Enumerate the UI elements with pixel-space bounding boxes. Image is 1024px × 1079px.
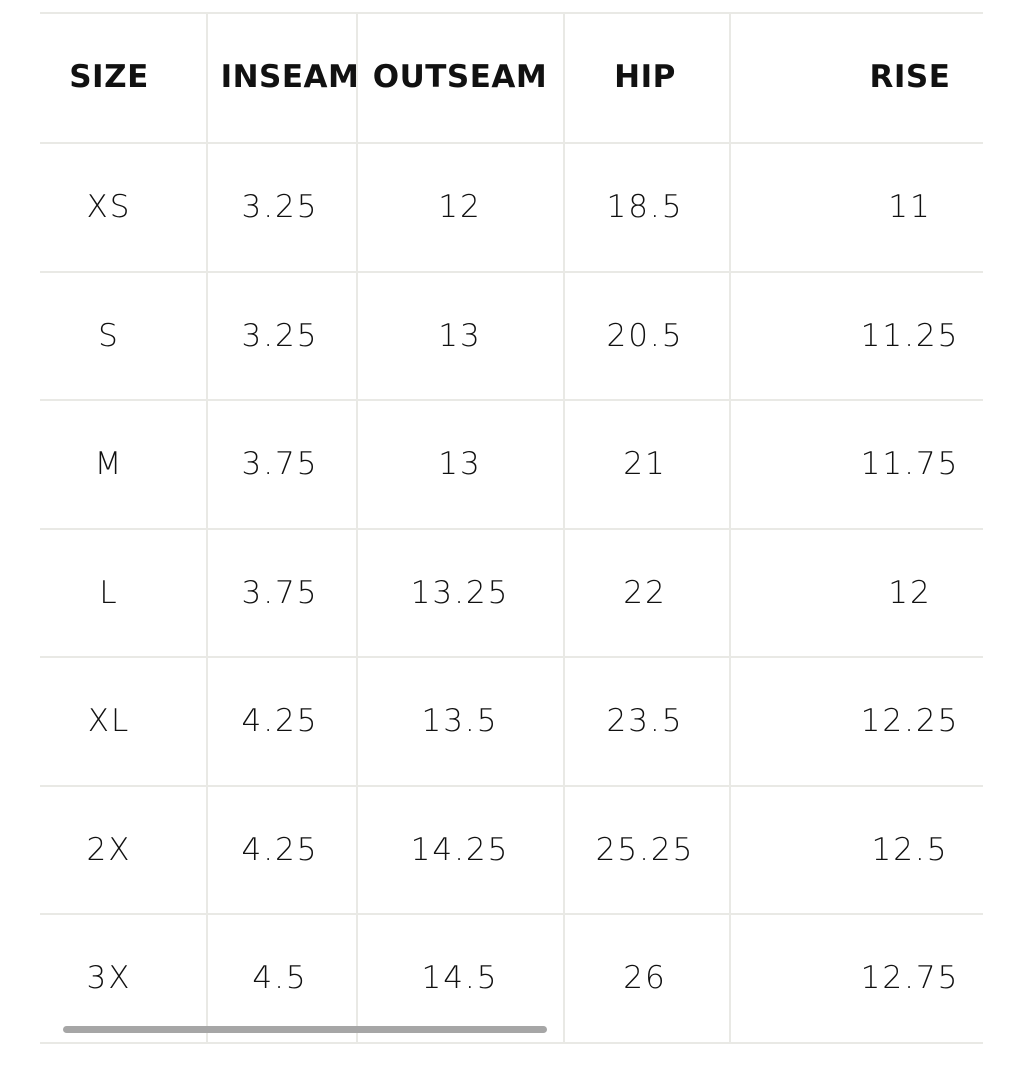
measurement-cell: 3.25 bbox=[241, 317, 319, 354]
size-label: L bbox=[99, 574, 119, 611]
column-header: HIP bbox=[614, 59, 676, 95]
size-label: XS bbox=[86, 189, 132, 225]
measurement-cell: 13.25 bbox=[410, 574, 510, 611]
measurement-cell: 3.25 bbox=[241, 189, 319, 225]
measurement-cell: 12.5 bbox=[871, 831, 949, 868]
row-divider bbox=[40, 12, 983, 14]
measurement-cell: 23.5 bbox=[606, 703, 684, 739]
row-divider bbox=[40, 784, 983, 787]
row-divider bbox=[40, 656, 983, 658]
measurement-cell: 20.5 bbox=[606, 317, 684, 354]
row-divider bbox=[40, 527, 983, 530]
measurement-cell: 13 bbox=[438, 317, 482, 354]
measurement-cell: 22 bbox=[623, 574, 667, 611]
size-label: 2X bbox=[86, 831, 132, 868]
measurement-cell: 12.25 bbox=[860, 703, 960, 739]
column-divider bbox=[729, 12, 731, 1042]
measurement-cell: 12.75 bbox=[860, 960, 960, 996]
row-divider bbox=[40, 270, 983, 273]
measurement-cell: 4.25 bbox=[241, 703, 319, 739]
size-label: 3X bbox=[86, 960, 132, 996]
measurement-cell: 21 bbox=[623, 446, 667, 482]
measurement-cell: 4.5 bbox=[252, 960, 308, 996]
measurement-cell: 26 bbox=[623, 960, 667, 996]
column-header: OUTSEAM bbox=[372, 59, 548, 95]
measurement-cell: 14.5 bbox=[421, 960, 499, 996]
measurement-cell: 3.75 bbox=[241, 574, 319, 611]
column-divider bbox=[356, 12, 358, 1042]
size-label: XL bbox=[87, 703, 131, 739]
row-divider bbox=[40, 399, 983, 401]
measurement-cell: 13.5 bbox=[421, 703, 499, 739]
size-label: M bbox=[94, 446, 124, 482]
measurement-cell: 25.25 bbox=[595, 831, 695, 868]
row-divider bbox=[40, 913, 983, 915]
measurement-cell: 14.25 bbox=[410, 831, 510, 868]
measurement-cell: 18.5 bbox=[606, 189, 684, 225]
measurement-cell: 3.75 bbox=[241, 446, 319, 482]
measurement-cell: 11.75 bbox=[860, 446, 960, 482]
row-divider bbox=[40, 1041, 983, 1044]
row-divider bbox=[40, 142, 983, 144]
column-divider bbox=[563, 12, 565, 1042]
size-label: S bbox=[98, 317, 120, 354]
column-header: RISE bbox=[869, 59, 951, 95]
measurement-cell: 12 bbox=[888, 574, 932, 611]
column-header: INSEAM bbox=[220, 59, 360, 95]
measurement-cell: 13 bbox=[438, 446, 482, 482]
column-header: SIZE bbox=[69, 59, 149, 95]
measurement-cell: 12 bbox=[438, 189, 482, 225]
scrollbar[interactable] bbox=[63, 1026, 547, 1033]
measurement-cell: 11 bbox=[888, 189, 932, 225]
measurement-cell: 11.25 bbox=[860, 317, 960, 354]
column-divider bbox=[206, 12, 208, 1042]
measurement-cell: 4.25 bbox=[241, 831, 319, 868]
